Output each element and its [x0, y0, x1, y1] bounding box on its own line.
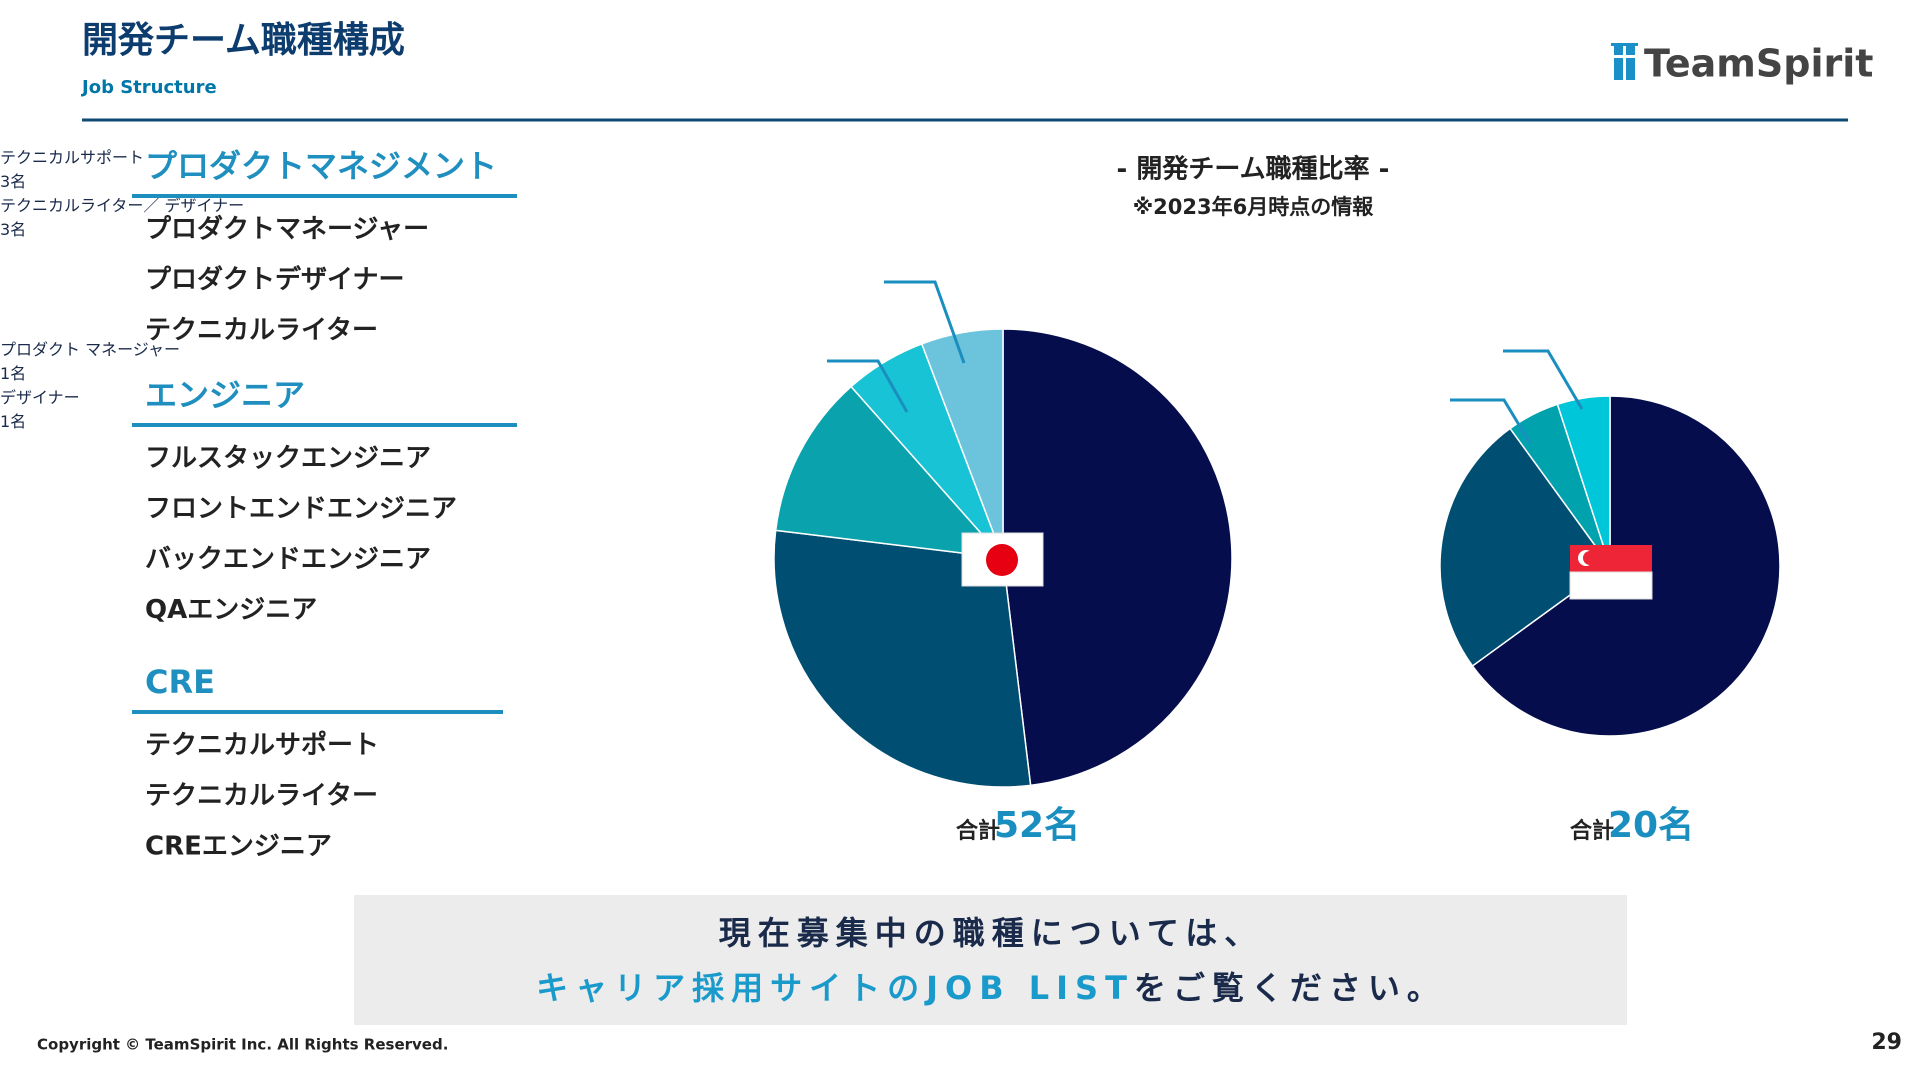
leader-line: [884, 280, 966, 364]
pie-slice: [1002, 328, 1233, 787]
slice-value: 25名: [0, 28, 37, 47]
pie-slice: [773, 529, 1032, 788]
pie-label: テクニカルライター／ デザイナー 3名: [0, 192, 1920, 240]
title: 開発チーム職種構成: [82, 20, 405, 61]
role-item: プロダクトマネージャー: [145, 214, 429, 245]
pie-slice: [774, 385, 1005, 559]
leader-line: [827, 359, 909, 413]
total-label: 合計: [956, 818, 1000, 844]
slice-value: 6名: [0, 124, 27, 143]
pie-slice: [1439, 427, 1612, 667]
subtitle: Job Structure: [80, 77, 217, 98]
slice-name: テクニカルライター／ デザイナー: [0, 196, 245, 215]
total-label: 合計: [1570, 818, 1614, 844]
role-item: フルスタックエンジニア: [145, 444, 431, 474]
total-value: 20名: [1608, 805, 1694, 846]
role-heading: エンジニア: [145, 376, 305, 414]
role-item: フロントエンドエンジニア: [145, 494, 457, 524]
slice-name: デザイナー: [0, 388, 80, 407]
banner-line2: キャリア採用サイトのJOB LISTをご覧ください。: [536, 969, 1446, 1007]
logo-icon: [1611, 43, 1638, 80]
role-item: テクニカルサポート: [145, 730, 379, 761]
copyright: Copyright © TeamSpirit Inc. All Rights R…: [37, 1036, 448, 1054]
slice-name: テクニカルサポート: [0, 148, 145, 167]
banner-line1: 現在募集中の職種については、: [719, 914, 1263, 952]
slice-name: QAエンジニア: [0, 52, 104, 71]
pie-label: エンジニア 13名: [0, 240, 1920, 288]
slice-name: プロダクト マネージャー: [0, 100, 180, 119]
slice-value: 1名: [0, 364, 27, 383]
page-number: 29: [1871, 1030, 1902, 1055]
pie-slice: [920, 328, 1004, 559]
pie-slice: [1556, 395, 1611, 567]
chart-note: ※2023年6月時点の情報: [1133, 195, 1374, 219]
pie-label: QAエンジニア 15名: [0, 48, 1920, 96]
slice-name: エンジニア: [0, 4, 81, 23]
role-item: QAエンジニア: [145, 595, 317, 625]
banner-link[interactable]: キャリア採用サイトのJOB LIST: [536, 969, 1134, 1007]
flag-singapore-moon-cut: [1583, 551, 1597, 565]
pie-label: プロダクト マネージャー 6名: [0, 96, 1920, 144]
banner: [354, 895, 1627, 1025]
total-value: 52名: [994, 805, 1080, 846]
banner-rest: をご覧ください。: [1134, 969, 1446, 1007]
role-item: テクニカルライター: [145, 316, 378, 346]
pie-label: プロダクト マネージャー 1名: [0, 336, 1920, 384]
leader-line: [1450, 398, 1532, 444]
flag-japan-sun: [986, 544, 1018, 576]
slice-value: 5名: [0, 316, 27, 335]
role-heading: プロダクトマネジメント: [145, 147, 497, 185]
leader-line: [1503, 349, 1584, 410]
pie-label: エンジニア 25名: [0, 0, 1920, 48]
flag-singapore-bottom: [1569, 571, 1653, 600]
role-item: バックエンドエンジニア: [145, 545, 431, 575]
role-item: プロダクトデザイナー: [145, 264, 404, 295]
logo: TeamSpirit: [1644, 42, 1873, 86]
pie-label: テクニカルサポート 3名: [0, 144, 1920, 192]
role-item: テクニカルライター: [145, 781, 378, 811]
slice-value: 3名: [0, 220, 27, 239]
pie-label: QAエンジニア 5名: [0, 288, 1920, 336]
pie-label: デザイナー 1名: [0, 384, 1920, 432]
slice-name: エンジニア: [0, 244, 81, 263]
slice-value: 15名: [0, 76, 37, 95]
role-item: CREエンジニア: [145, 832, 332, 862]
slice-value: 13名: [0, 268, 37, 287]
slice-value: 3名: [0, 172, 27, 191]
slice-name: QAエンジニア: [0, 292, 104, 311]
chart-heading: - 開発チーム職種比率 -: [1117, 154, 1390, 185]
role-heading: CRE: [145, 663, 215, 701]
slice-name: プロダクト マネージャー: [0, 340, 180, 359]
slice-value: 1名: [0, 412, 27, 431]
